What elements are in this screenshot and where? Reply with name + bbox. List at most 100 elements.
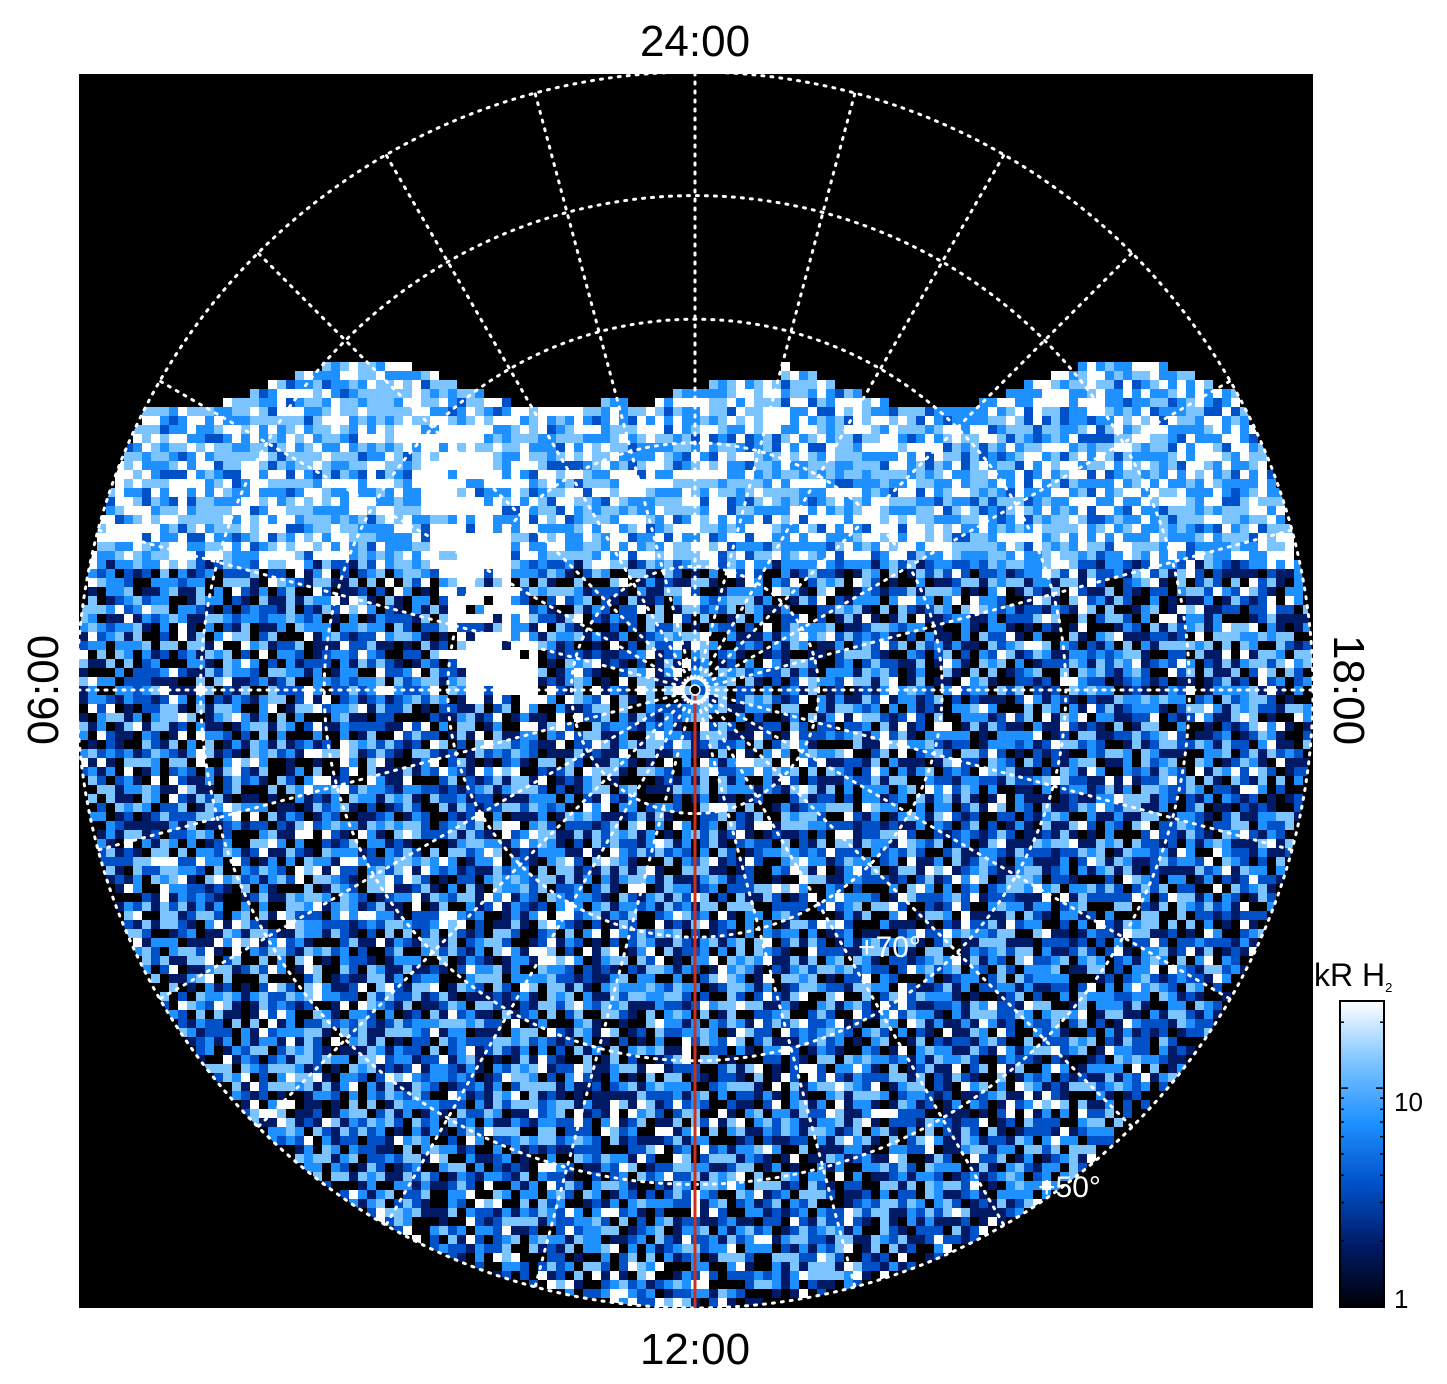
emission-cell [313,695,322,704]
emission-cell [1222,650,1231,659]
emission-cell [1276,605,1285,614]
emission-cell [295,749,304,758]
emission-cell [601,551,610,569]
emission-cell [907,713,916,722]
emission-cell [970,623,979,632]
emission-cell [403,560,412,569]
emission-cell [943,605,952,614]
emission-cell [331,560,340,569]
emission-cell [268,659,277,668]
emission-cell [475,578,484,587]
emission-cell [133,596,142,605]
emission-cell [1060,560,1069,569]
emission-cell [268,560,277,569]
emission-cell [340,632,349,641]
emission-cell [1006,641,1015,650]
emission-cell [772,560,781,569]
emission-cell [241,623,250,632]
emission-cell [574,587,583,596]
emission-cell [1114,659,1123,668]
emission-cell [1087,758,1096,767]
emission-cell [277,731,286,740]
emission-cell [682,614,691,623]
emission-cell [673,569,682,578]
emission-cell [502,758,511,767]
emission-cell [997,596,1006,605]
emission-cell [367,632,376,641]
emission-cell [304,614,313,623]
emission-cell [241,695,250,704]
emission-cell [322,569,331,578]
emission-cell [637,560,646,569]
emission-cell [502,668,511,677]
emission-cell [763,659,772,668]
emission-cell [799,731,808,740]
emission-cell [1186,560,1195,569]
emission-cell [718,623,727,632]
emission-cell [1195,704,1204,713]
emission-cell [1051,695,1060,704]
emission-cell [1150,722,1159,731]
emission-cell [988,677,997,686]
emission-cell [1078,650,1087,659]
emission-cell [862,758,871,767]
emission-cell [223,623,232,632]
emission-cell [907,659,916,668]
emission-cell [1078,722,1087,731]
emission-cell [1024,695,1033,704]
emission-cell [538,740,547,749]
emission-cell [925,587,934,596]
emission-cell [1132,731,1141,740]
emission-cell [1258,758,1267,767]
emission-cell [484,605,493,614]
emission-cell [700,758,709,767]
emission-cell [142,677,151,686]
emission-cell [250,677,259,686]
emission-cell [529,614,538,623]
emission-cell [457,731,466,740]
emission-cell [898,749,907,758]
emission-cell [997,641,1006,650]
emission-cell [412,731,421,740]
emission-cell [340,749,349,758]
emission-cell [187,623,196,632]
emission-cell [862,614,871,623]
emission-layer [79,362,1312,1307]
emission-cell [448,569,457,578]
emission-cell [1276,722,1285,731]
emission-cell [835,758,844,767]
emission-cell [151,560,160,569]
emission-cell [871,596,880,605]
emission-cell [1051,749,1060,758]
emission-cell [1114,722,1123,731]
emission-cell [871,740,880,749]
emission-cell [439,722,448,731]
emission-cell [475,614,484,623]
emission-cell [1150,632,1159,641]
emission-cell [133,641,142,650]
emission-cell [376,722,385,731]
emission-cell [232,623,241,632]
emission-cell [160,668,169,677]
emission-cell [700,740,709,749]
emission-cell [1222,641,1231,650]
emission-cell [1240,695,1249,704]
emission-cell [358,677,367,686]
emission-cell [619,659,628,668]
emission-cell [1015,722,1024,731]
emission-cell [250,749,259,758]
emission-cell [1159,749,1168,758]
emission-cell [286,758,295,767]
emission-cell [1231,668,1240,677]
emission-cell [628,614,637,623]
emission-cell [1159,758,1168,767]
emission-cell [1150,677,1159,686]
emission-cell [889,659,898,668]
emission-cell [160,605,169,614]
emission-cell [421,587,430,596]
emission-cell [583,695,592,704]
emission-cell [79,695,88,704]
emission-cell [178,731,187,740]
emission-cell [394,731,403,740]
emission-cell [790,722,799,731]
